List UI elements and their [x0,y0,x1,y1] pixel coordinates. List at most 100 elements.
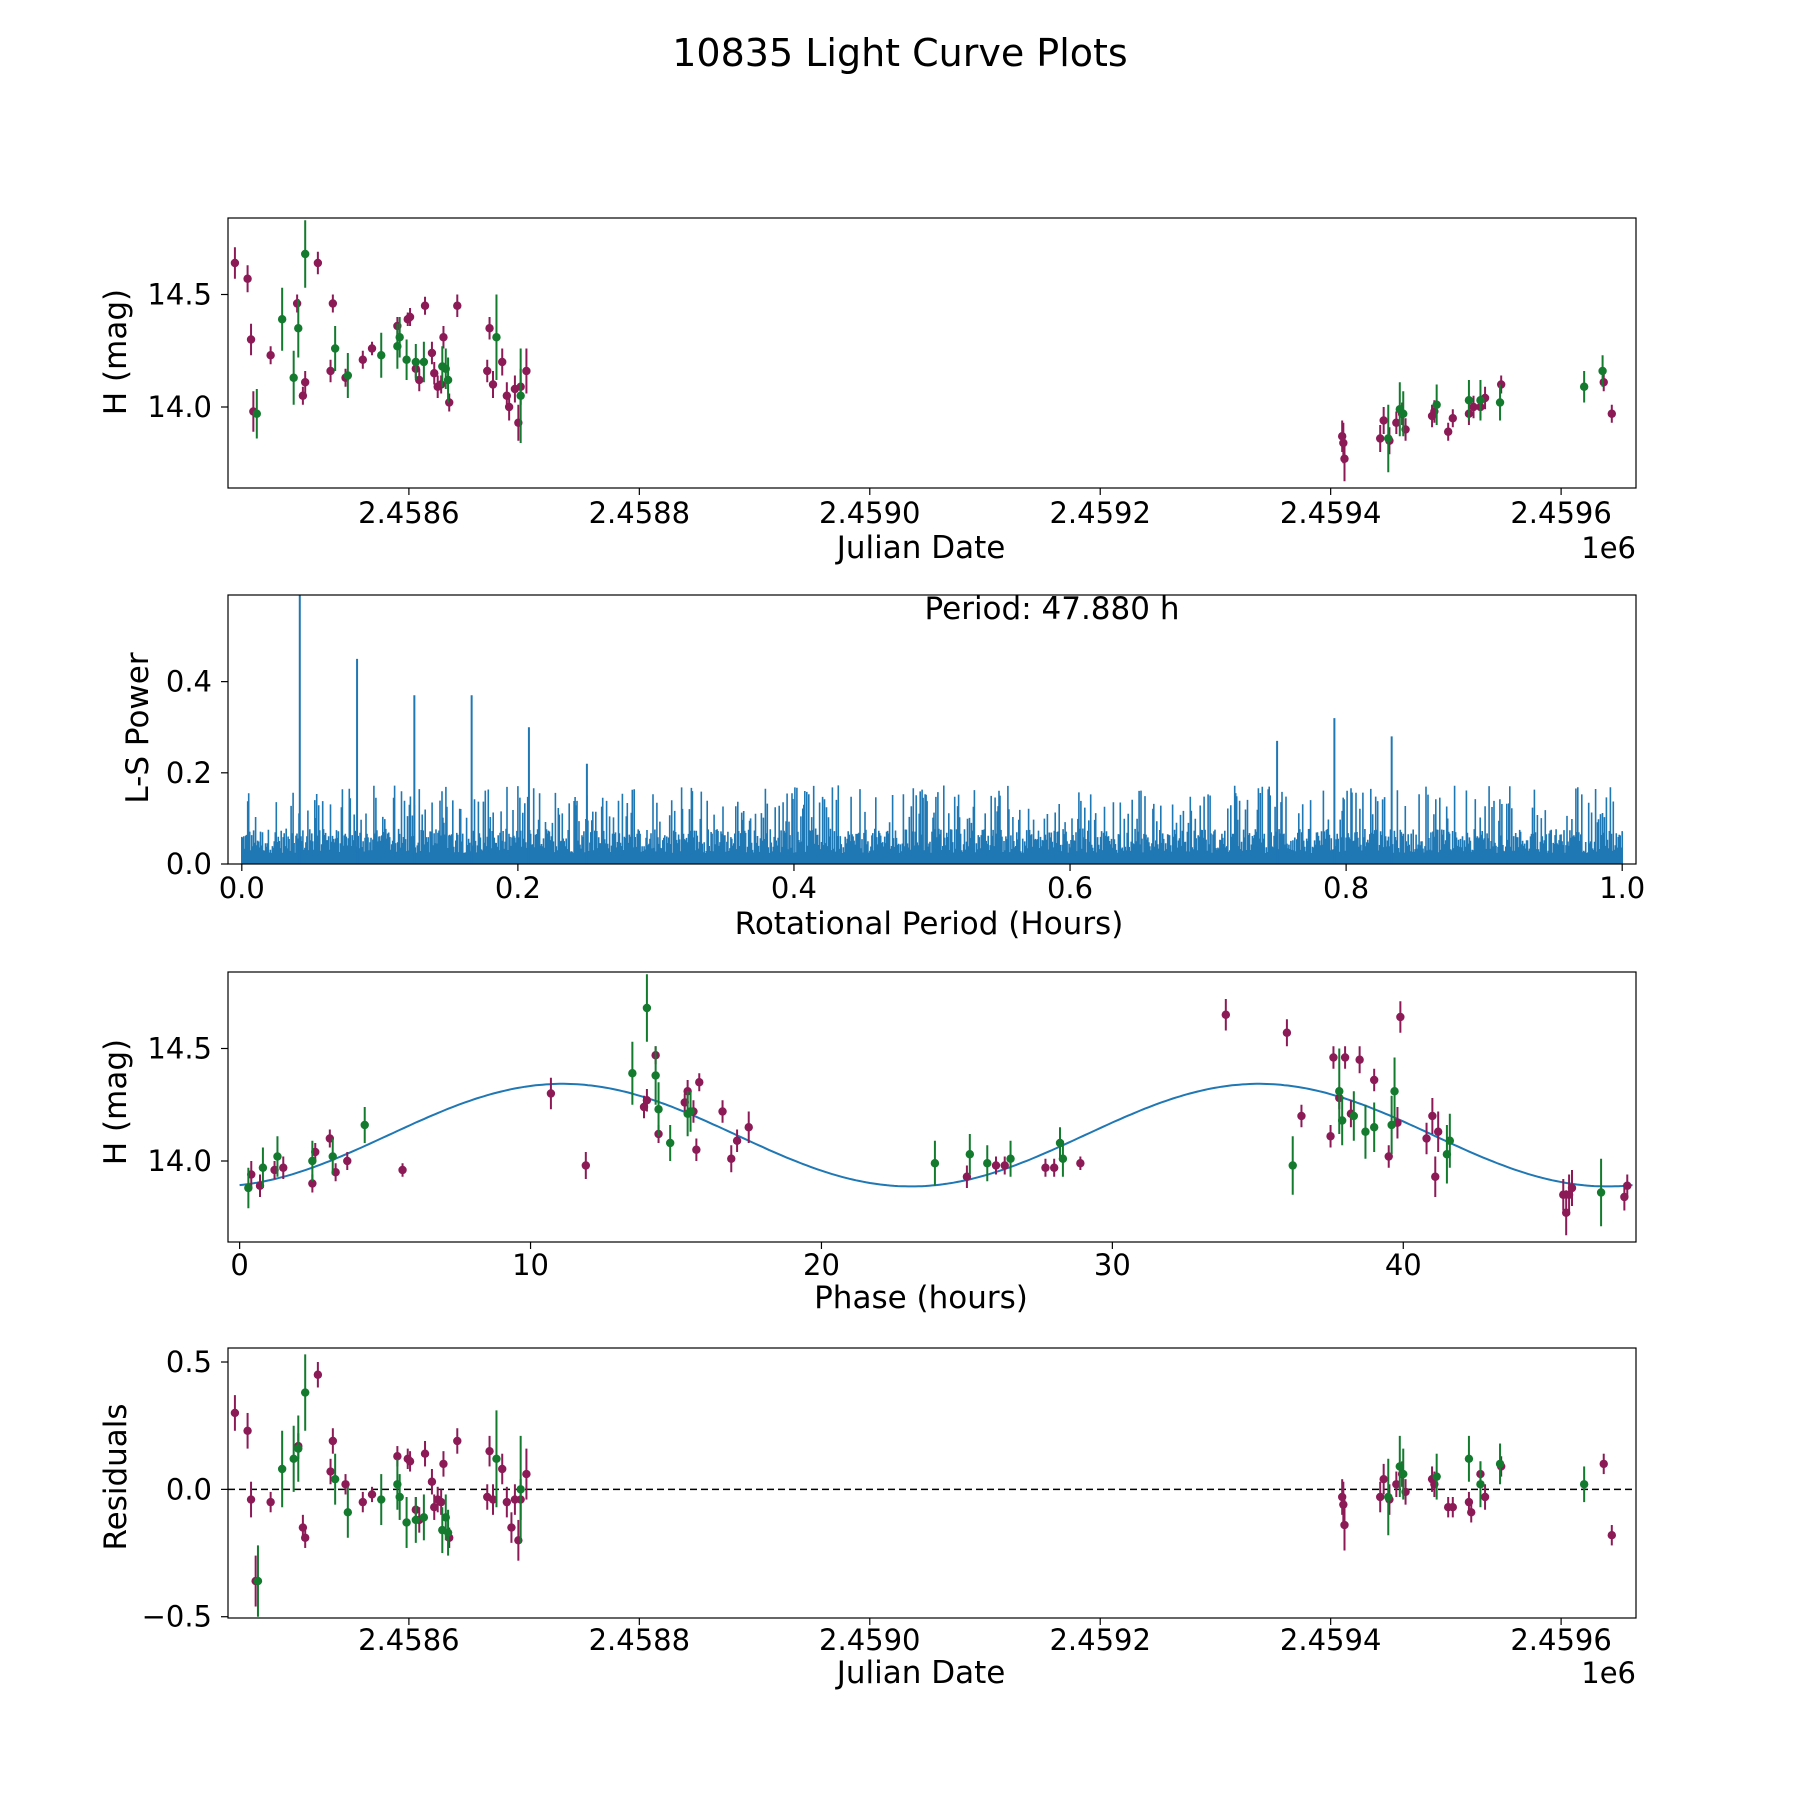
lightcurve-point-green [294,324,303,333]
lightcurve-point-green [1464,396,1474,405]
lightcurve-point-green [1384,434,1393,443]
phased-plot-area [239,974,1633,1236]
lightcurve-point-green [516,391,525,400]
residuals-point-green [1464,1454,1474,1464]
lightcurve-point-purple [420,301,430,310]
residuals-point-purple [367,1490,377,1499]
residuals-point-green [277,1464,287,1474]
residuals-point-purple [420,1449,430,1458]
phased-point-green [1596,1188,1606,1197]
periodogram-plot-area [241,595,1623,864]
lightcurve-point-purple [498,357,507,367]
lightcurve-frame [227,217,1637,489]
lightcurve-point-green [419,357,429,367]
lightcurve-point-purple [326,366,335,376]
residuals-point-purple [358,1497,368,1507]
phased-point-green [1058,1154,1068,1163]
lightcurve-point-purple [415,375,424,385]
lightcurve-xtick-label: 2.4590 [819,496,920,530]
lightcurve-point-purple [488,380,498,389]
lightcurve-xtick-label: 2.4596 [1510,496,1611,530]
lightcurve-point-green [377,351,386,360]
periodogram-xtick-label: 1.0 [1599,871,1645,905]
residuals-ytick-label: 0.5 [166,1345,212,1379]
residuals-point-purple [1340,1520,1349,1530]
lightcurve-point-purple [246,335,256,344]
residuals-point-green [377,1495,386,1504]
phased-point-purple [1282,1028,1292,1037]
residuals-ytick-label: 0.0 [166,1472,212,1506]
residuals-point-purple [313,1370,323,1379]
residuals-point-green [300,1388,310,1397]
lightcurve-point-green [1579,382,1589,391]
residuals-point-green [516,1485,525,1494]
residuals-point-purple [436,1497,446,1507]
residuals-point-green [402,1518,411,1527]
periodogram-ylabel: L-S Power [120,652,156,803]
phased-point-purple [991,1161,1001,1170]
lightcurve-xlabel: Julian Date [835,530,1006,566]
phased-point-purple [1396,1012,1405,1022]
residuals-point-green [330,1474,340,1484]
lightcurve-point-purple [1469,402,1478,412]
residuals-ylabel: Residuals [98,1403,134,1550]
lightcurve-point-purple [485,324,494,333]
phased-point-purple [962,1172,972,1181]
lightcurve-offset-label: 1e6 [1581,531,1636,565]
residuals-point-purple [341,1480,350,1489]
residuals-point-green [1579,1480,1589,1489]
phased-xtick-label: 30 [1094,1248,1131,1282]
periodogram-series-line [241,785,1623,864]
phased-point-purple [343,1156,352,1166]
phased-point-green [686,1107,695,1116]
phased-panel: Phase (hours) H (mag) 0 10 20 30 40 14.0 14.5 [98,971,1637,1316]
residuals-point-green [1399,1469,1408,1479]
lightcurve-point-purple [430,369,439,378]
phased-point-green [328,1152,337,1161]
residuals-frame [227,1347,1637,1619]
residuals-point-purple [300,1533,310,1542]
periodogram-ytick-label: 0.4 [166,665,212,699]
residuals-point-purple [230,1408,240,1418]
lightcurve-point-purple [243,274,252,283]
periodogram-panel: Period: 47.880 h Rotational Period (Hour… [120,591,1645,942]
phased-point-green [1369,1123,1379,1132]
residuals-plot-area [228,1354,1636,1617]
lightcurve-point-purple [292,299,302,308]
phased-point-green [308,1156,317,1166]
periodogram-ytick-label: 0.2 [166,756,212,790]
residuals-point-green [1495,1459,1505,1469]
phased-ytick-label: 14.0 [147,1144,212,1178]
lightcurve-point-green [1432,400,1441,409]
phased-point-purple [1049,1163,1059,1172]
phased-point-green [1006,1154,1015,1163]
lightcurve-panel: Julian Date 1e6 H (mag) 2.4586 2.4588 2.45… [98,217,1637,566]
residuals-point-green [1395,1462,1404,1471]
periodogram-xtick-label: 0.2 [495,871,541,905]
lightcurve-point-green [1399,409,1408,418]
residuals-point-purple [498,1464,507,1474]
phased-xtick-label: 20 [803,1248,840,1282]
phased-point-green [258,1163,268,1172]
residuals-ytick-label: −0.5 [142,1600,212,1634]
lightcurve-point-purple [427,348,437,358]
lightcurve-xtick-label: 2.4588 [589,496,690,530]
phased-point-purple [1433,1127,1443,1136]
phased-point-purple [1369,1075,1379,1085]
phased-point-purple [1297,1111,1306,1121]
residuals-point-purple [1599,1459,1608,1469]
lightcurve-point-green [1476,396,1485,405]
lightcurve-point-purple [439,333,448,342]
lightcurve-point-green [343,371,353,380]
residuals-point-purple [502,1497,512,1507]
phased-point-green [273,1152,282,1161]
periodogram-xtick-label: 0.6 [1047,871,1093,905]
phased-point-purple [718,1107,727,1116]
lightcurve-point-purple [1448,414,1457,423]
lightcurve-point-purple [367,344,377,353]
residuals-point-green [1476,1480,1485,1489]
phased-fit-curve [239,1082,1633,1188]
lightcurve-xtick-label: 2.4586 [358,496,459,530]
residuals-offset-label: 1e6 [1581,1656,1636,1690]
lightcurve-point-purple [1379,416,1388,425]
